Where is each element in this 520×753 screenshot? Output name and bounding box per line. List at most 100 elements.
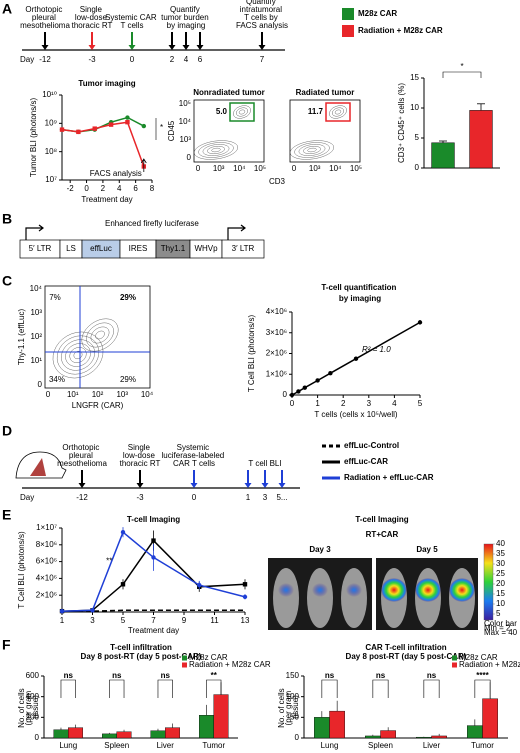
contour <box>202 144 230 156</box>
arrow-head <box>258 45 266 50</box>
x-tick-label: 10⁵ <box>350 164 362 173</box>
y-tick-label: 100 <box>286 692 300 701</box>
x-tick-label: Liver <box>423 741 441 750</box>
image-title: T-cell Imaging <box>355 515 408 524</box>
series-line <box>61 121 145 167</box>
chart-title: T-cell Imaging <box>127 515 180 524</box>
construct-label: Thy1.1 <box>161 244 186 253</box>
x-tick-label: Spleen <box>368 741 393 750</box>
x-tick-label: 10¹ <box>67 390 79 399</box>
significance-label: **** <box>476 671 489 680</box>
y-axis-label: CD45 <box>167 120 176 141</box>
gate-value: 5.0 <box>216 107 228 116</box>
significance-label: ns <box>376 671 386 680</box>
colorbar-tick-label: 10 <box>496 599 505 608</box>
contour <box>207 146 225 154</box>
x-tick-label: 10⁴ <box>141 390 154 399</box>
arrow-head <box>78 483 86 488</box>
mouse-body <box>307 568 333 628</box>
legend-label: M28z CAR <box>459 653 498 662</box>
timeline-day: 4 <box>184 55 189 64</box>
significance-bracket <box>321 679 338 698</box>
bar <box>198 715 214 739</box>
bar <box>101 733 117 739</box>
significance-label: ns <box>64 671 74 680</box>
bli-signal <box>415 578 441 602</box>
timeline-day: -3 <box>88 55 96 64</box>
timeline-day: -12 <box>76 493 88 502</box>
y-tick-label: 10³ <box>30 308 42 317</box>
x-tick-label: 10⁴ <box>233 164 246 173</box>
y-tick-label: 1×10⁷ <box>36 523 57 532</box>
series-line <box>61 116 145 133</box>
quadrant-value: 29% <box>120 375 136 384</box>
x-tick-label: 8 <box>150 184 155 193</box>
y-tick-label: 0 <box>187 153 192 162</box>
arrow-head <box>190 483 198 488</box>
bar <box>380 730 397 739</box>
legend-swatch <box>182 662 187 668</box>
x-tick-label: 3 <box>367 399 372 408</box>
timeline-event: Quantify tumor burden by imaging <box>161 5 211 30</box>
contour <box>289 140 335 160</box>
y-tick-label: 5 <box>415 133 420 142</box>
y-tick-label: 0 <box>295 733 300 742</box>
bar <box>469 110 493 169</box>
y-tick-label: 10⁴ <box>179 117 192 126</box>
timeline-day: 0 <box>192 493 197 502</box>
annotation: * <box>460 62 463 71</box>
y-tick-label: 10¹⁰ <box>42 90 57 99</box>
chart-subtitle: Day 8 post-RT (day 5 post-CAR) <box>346 652 467 661</box>
x-tick-label: 10³ <box>116 390 128 399</box>
significance-label: ns <box>112 671 122 680</box>
y-tick-label: 10⁹ <box>45 118 57 127</box>
x-tick-label: 0 <box>46 390 51 399</box>
contour <box>95 330 105 340</box>
legend-swatch <box>452 662 457 668</box>
arrow-head <box>88 45 96 50</box>
x-tick-label: Tumor <box>202 741 225 750</box>
significance-label: ** <box>211 671 218 680</box>
contour <box>198 142 234 158</box>
bar <box>213 694 229 739</box>
x-tick-label: Spleen <box>104 741 129 750</box>
contour <box>52 331 104 379</box>
timeline-day: 3 <box>263 493 268 502</box>
bli-signal <box>449 578 475 602</box>
data-point <box>302 385 307 390</box>
y-tick-label: 0 <box>38 380 43 389</box>
x-tick-label: 6 <box>133 184 138 193</box>
y-tick-label: 8×10⁶ <box>36 540 57 549</box>
y-tick-label: 10⁷ <box>45 175 57 184</box>
timeline-event: Systemic luciferase-labeled CAR T cells <box>162 443 227 468</box>
construct-label: IRES <box>129 244 148 253</box>
chart-title: CAR T-cell infiltration <box>365 643 446 652</box>
promoter-arrow <box>25 224 44 240</box>
timeline-event: Systemic CAR T cells <box>105 13 159 30</box>
bar <box>416 736 432 739</box>
facs-gate <box>229 102 255 122</box>
y-axis-label: No. of cells (per gram tissue) <box>17 686 40 728</box>
timeline-day-label: Day <box>20 55 34 64</box>
data-point <box>59 608 65 614</box>
bar <box>467 725 483 739</box>
x-tick-label: 1 <box>60 616 65 625</box>
significance-bracket <box>474 679 491 698</box>
x-tick-label: 4 <box>392 399 397 408</box>
data-point <box>197 582 202 588</box>
panel-label: A <box>2 1 12 17</box>
x-tick-label: 4 <box>117 184 122 193</box>
y-tick-label: 10⁵ <box>179 99 191 108</box>
y-tick-label: 400 <box>26 692 40 701</box>
bli-signal <box>312 583 328 597</box>
arrow-head <box>168 45 176 50</box>
timeline-day: 2 <box>170 55 175 64</box>
colorbar-tick-label: 30 <box>496 559 505 568</box>
chart-title: T-cell quantification by imaging <box>321 283 398 303</box>
facs-frame <box>193 99 265 163</box>
y-axis-label: No. of cells (per gram tissue) <box>277 686 300 728</box>
timeline-event: Orthotopic pleural mesothelioma <box>57 443 107 468</box>
colorbar-tick-label: 15 <box>496 589 505 598</box>
x-tick-label: 1 <box>315 399 320 408</box>
data-point <box>59 127 65 132</box>
